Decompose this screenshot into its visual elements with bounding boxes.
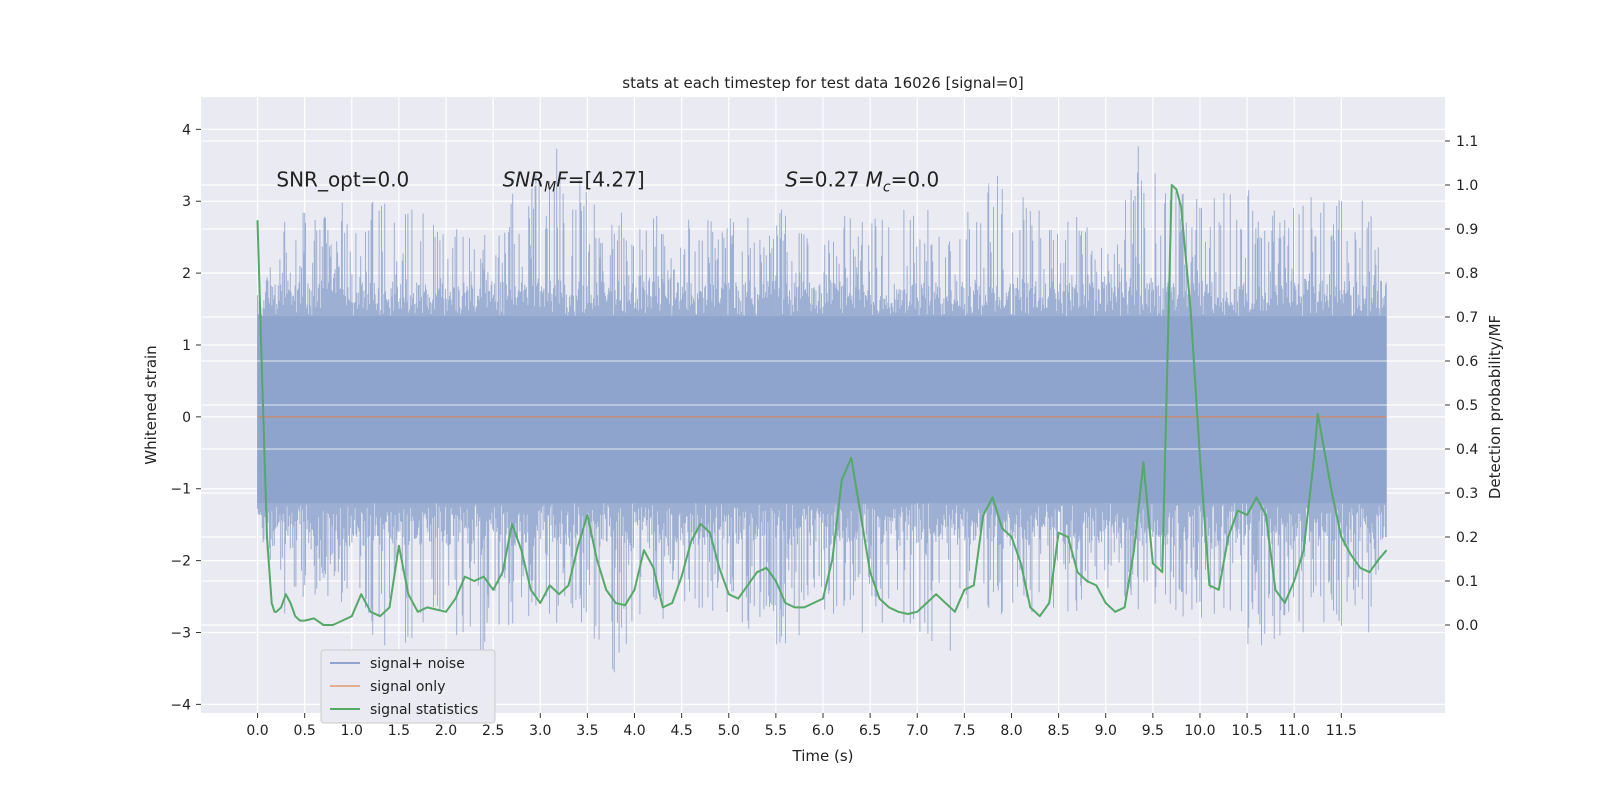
series-line-layer xyxy=(201,184,1445,626)
legend-box xyxy=(320,649,496,724)
y2-tick-label: 0.1 xyxy=(1456,574,1478,590)
x-tick-label: 3.5 xyxy=(576,723,598,739)
x-tick-label: 1.0 xyxy=(341,723,363,739)
y2-tick-label: 0.9 xyxy=(1456,222,1478,238)
y2-tick-label: 0.8 xyxy=(1456,266,1478,282)
annotation-snr-mf-symbol: SNR xyxy=(503,168,545,192)
y2-tick-label: 0.3 xyxy=(1456,486,1478,502)
y-tick-label: 0 xyxy=(182,410,191,426)
annotation-snr-mf: SNRMF=[4.27] xyxy=(503,168,645,196)
x-tick-label: 6.5 xyxy=(859,723,881,739)
legend-label-noise: signal+ noise xyxy=(370,656,465,672)
y-tick-label: 2 xyxy=(182,266,191,282)
x-tick-label: 2.0 xyxy=(435,723,457,739)
x-tick-label: 10.5 xyxy=(1232,723,1263,739)
y-tick-label: 4 xyxy=(182,122,191,138)
y2-tick-label: 1.1 xyxy=(1456,134,1478,150)
annotations: SNR_opt=0.0 SNRMF=[4.27] S=0.27 Mc=0.0 xyxy=(276,168,939,196)
annotation-snr-opt: SNR_opt=0.0 xyxy=(276,168,409,192)
x-tick-label: 0.5 xyxy=(294,723,316,739)
x-tick-label: 7.0 xyxy=(906,723,928,739)
noise-series-core xyxy=(257,316,1387,504)
x-tick-label: 5.5 xyxy=(765,723,787,739)
y2-tick-label: 0.7 xyxy=(1456,310,1478,326)
annotation-s-value: =0.27 xyxy=(798,168,866,192)
y-tick-label: −4 xyxy=(170,697,191,713)
y2-tick-label: 0.6 xyxy=(1456,354,1478,370)
y2-axis-label: Detection probability/MF xyxy=(1486,315,1504,499)
y-tick-label: 1 xyxy=(182,338,191,354)
x-tick-label: 4.0 xyxy=(623,723,645,739)
annotation-s-mc: S=0.27 Mc=0.0 xyxy=(785,168,939,196)
x-tick-label: 11.0 xyxy=(1279,723,1310,739)
y-axis-label: Whitened strain xyxy=(142,345,160,464)
y2-tick-label: 0.5 xyxy=(1456,398,1478,414)
annotation-mc-symbol: M xyxy=(866,168,883,192)
x-tick-label: 5.0 xyxy=(718,723,740,739)
x-tick-label: 0.0 xyxy=(246,723,268,739)
y2-tick-label: 0.2 xyxy=(1456,530,1478,546)
x-tick-label: 8.0 xyxy=(1000,723,1022,739)
y2-tick-label: 1.0 xyxy=(1456,178,1478,194)
annotation-snr-mf-subscript: M xyxy=(544,180,556,196)
x-axis-label: Time (s) xyxy=(792,747,854,765)
y2-tick-label: 0.4 xyxy=(1456,442,1478,458)
x-tick-label: 7.5 xyxy=(953,723,975,739)
x-tick-label: 2.5 xyxy=(482,723,504,739)
x-tick-label: 11.5 xyxy=(1326,723,1357,739)
legend-label-statistics: signal statistics xyxy=(370,702,478,718)
annotation-snr-mf-value: =[4.27] xyxy=(568,168,645,192)
y2-tick-label: 0.0 xyxy=(1456,618,1478,634)
y-tick-label: 3 xyxy=(182,194,191,210)
x-tick-label: 3.0 xyxy=(529,723,551,739)
chart-title: stats at each timestep for test data 160… xyxy=(622,74,1023,92)
y-tick-label: −3 xyxy=(170,625,191,641)
legend-label-signal-only: signal only xyxy=(370,679,445,695)
legend: signal+ noise signal only signal statist… xyxy=(320,649,496,724)
noise-fill-layer xyxy=(257,146,1387,673)
x-tick-label: 8.5 xyxy=(1047,723,1069,739)
annotation-mc-subscript: c xyxy=(883,180,891,196)
annotation-mc-value: =0.0 xyxy=(891,168,940,192)
x-tick-label: 1.5 xyxy=(388,723,410,739)
x-tick-label: 9.0 xyxy=(1095,723,1117,739)
annotation-s-symbol: S xyxy=(785,168,798,192)
annotation-snr-mf-f: F xyxy=(556,168,568,192)
x-tick-label: 6.0 xyxy=(812,723,834,739)
y-tick-label: −1 xyxy=(170,482,191,498)
signal-statistics-line xyxy=(256,184,1388,626)
x-tick-label: 4.5 xyxy=(671,723,693,739)
x-tick-label: 10.0 xyxy=(1184,723,1215,739)
y-tick-label: −2 xyxy=(170,554,191,570)
axis-layer: 0.0 0.5 1.0 1.5 2.0 2.5 3.0 3.5 4.0 4.5 5.0 5.5 6.0 6… xyxy=(170,122,1478,739)
x-tick-label: 9.5 xyxy=(1142,723,1164,739)
